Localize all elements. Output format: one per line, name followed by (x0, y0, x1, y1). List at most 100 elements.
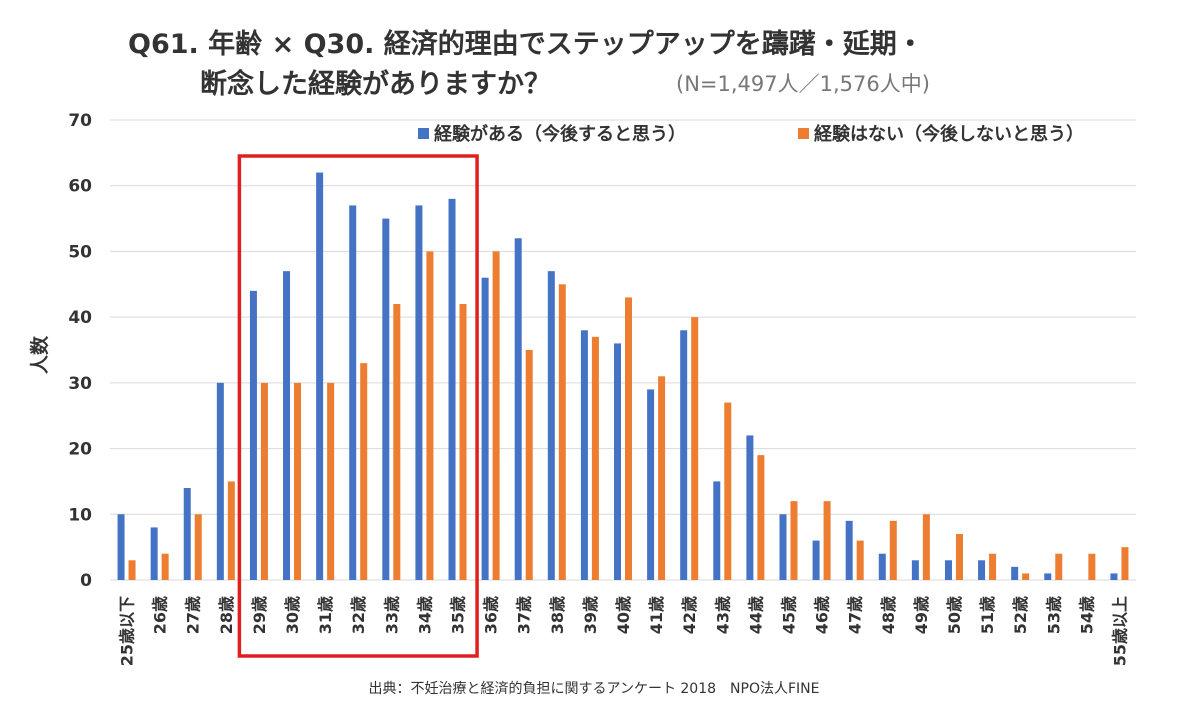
bar-series1 (249, 290, 257, 580)
bar-series1 (746, 435, 754, 580)
bar-series2 (294, 382, 302, 580)
bar-series1 (878, 553, 886, 580)
x-tick-label: 38歳 (548, 596, 567, 634)
bar-series1 (845, 520, 853, 580)
bar-series2 (194, 514, 202, 580)
y-tick-label: 70 (68, 111, 92, 131)
x-tick-label: 31歳 (316, 596, 335, 634)
x-tick-label: 33歳 (382, 596, 401, 634)
bar-series2 (492, 251, 500, 580)
bar-series1 (713, 481, 721, 580)
bar-series1 (978, 560, 986, 580)
bar-series2 (955, 534, 963, 580)
x-tick-label: 29歳 (250, 596, 269, 634)
bar-series2 (327, 382, 335, 580)
x-tick-label: 40歳 (614, 596, 633, 634)
x-tick-label: 30歳 (283, 596, 302, 634)
x-tick-label: 27歳 (184, 596, 203, 634)
bar-series2 (1055, 553, 1063, 580)
bar-series2 (823, 501, 831, 580)
bar-series2 (757, 455, 765, 580)
bar-series2 (128, 560, 136, 580)
bar-series2 (625, 297, 632, 580)
bar-series1 (514, 238, 522, 581)
y-tick-label: 0 (80, 571, 92, 591)
bar-series2 (856, 540, 864, 580)
x-tick-label: 54歳 (1077, 596, 1096, 634)
x-tick-label: 41歳 (647, 596, 666, 634)
bar-series2 (426, 251, 434, 580)
y-axis-label: 人数 (28, 335, 51, 374)
x-tick-label: 42歳 (680, 596, 699, 634)
x-tick-label: 36歳 (482, 596, 501, 634)
x-axis-labels: 25歳以下 26歳 27歳 28歳 29歳 30歳 31歳 32歳 33歳 34歳 35歳 36歳 37… (118, 596, 1130, 666)
bar-series2 (459, 304, 467, 580)
bar-series1 (481, 277, 489, 580)
x-tick-label: 25歳以下 (118, 596, 137, 666)
bar-series1 (911, 560, 919, 580)
bar-series2 (1022, 573, 1030, 580)
bar-series2 (161, 553, 169, 580)
bar-series2 (691, 317, 699, 580)
bar-series2 (790, 501, 798, 580)
x-tick-label: 52歳 (1011, 596, 1030, 634)
bar-series2 (360, 363, 368, 580)
y-tick-label: 20 (68, 440, 92, 460)
bar-series2 (658, 376, 666, 580)
bar-series1 (1011, 566, 1019, 580)
bar-series2 (260, 382, 268, 580)
gridlines (110, 119, 1136, 581)
bar-series2 (724, 402, 732, 580)
bar-series1 (150, 527, 158, 580)
bar-series1 (183, 488, 191, 580)
bar-series1 (812, 540, 820, 580)
bar-series1 (316, 172, 324, 581)
bar-series2 (1121, 547, 1129, 580)
bar-series1 (1044, 573, 1052, 580)
bar-series1 (680, 330, 688, 580)
x-tick-label: 28歳 (217, 596, 236, 634)
x-tick-label: 32歳 (349, 596, 368, 634)
x-tick-label: 39歳 (581, 596, 600, 634)
x-tick-label: 55歳以上 (1110, 596, 1129, 666)
legend-label-series2: 経験はない（今後しないと思う） (814, 123, 1084, 145)
bar-series1 (547, 271, 555, 580)
bar-series2 (1088, 553, 1096, 580)
bar-series1 (117, 514, 125, 580)
bar-series2 (525, 350, 533, 580)
x-tick-label: 48歳 (879, 596, 898, 634)
bar-series1 (382, 218, 390, 581)
legend-swatch-series1 (418, 128, 429, 139)
chart-subtitle: (N=1,497人／1,576人中) (676, 72, 930, 96)
bars (117, 172, 1129, 581)
y-tick-label: 60 (68, 177, 92, 197)
x-tick-label: 47歳 (846, 596, 865, 634)
bar-series2 (989, 553, 997, 580)
x-tick-label: 45歳 (779, 596, 798, 634)
bar-series1 (580, 330, 588, 580)
bar-series2 (393, 304, 401, 580)
bar-series1 (349, 205, 357, 580)
x-tick-label: 50歳 (945, 596, 964, 634)
chart-title-line1: Q61. 年齢 × Q30. 経済的理由でステップアップを躊躇・延期・ (128, 29, 924, 60)
bar-series2 (558, 284, 566, 580)
bar-series1 (779, 514, 787, 580)
y-tick-label: 10 (68, 505, 92, 525)
x-tick-label: 37歳 (515, 596, 534, 634)
chart-title-line2: 断念した経験がありますか？ (200, 69, 551, 100)
x-tick-label: 49歳 (912, 596, 931, 634)
y-tick-label: 50 (68, 242, 92, 262)
x-tick-label: 35歳 (449, 596, 468, 634)
legend-label-series1: 経験がある（今後すると思う） (434, 123, 686, 145)
bar-series2 (889, 520, 897, 580)
bar-series2 (922, 514, 930, 580)
x-tick-label: 51歳 (978, 596, 997, 634)
bar-series1 (415, 205, 423, 580)
y-tick-label: 30 (68, 374, 92, 394)
bar-series1 (448, 198, 456, 580)
legend: 経験がある（今後すると思う） 経験はない（今後しないと思う） (418, 123, 1084, 145)
bar-series2 (591, 336, 599, 580)
x-tick-label: 26歳 (151, 596, 170, 634)
bar-series1 (944, 560, 952, 580)
